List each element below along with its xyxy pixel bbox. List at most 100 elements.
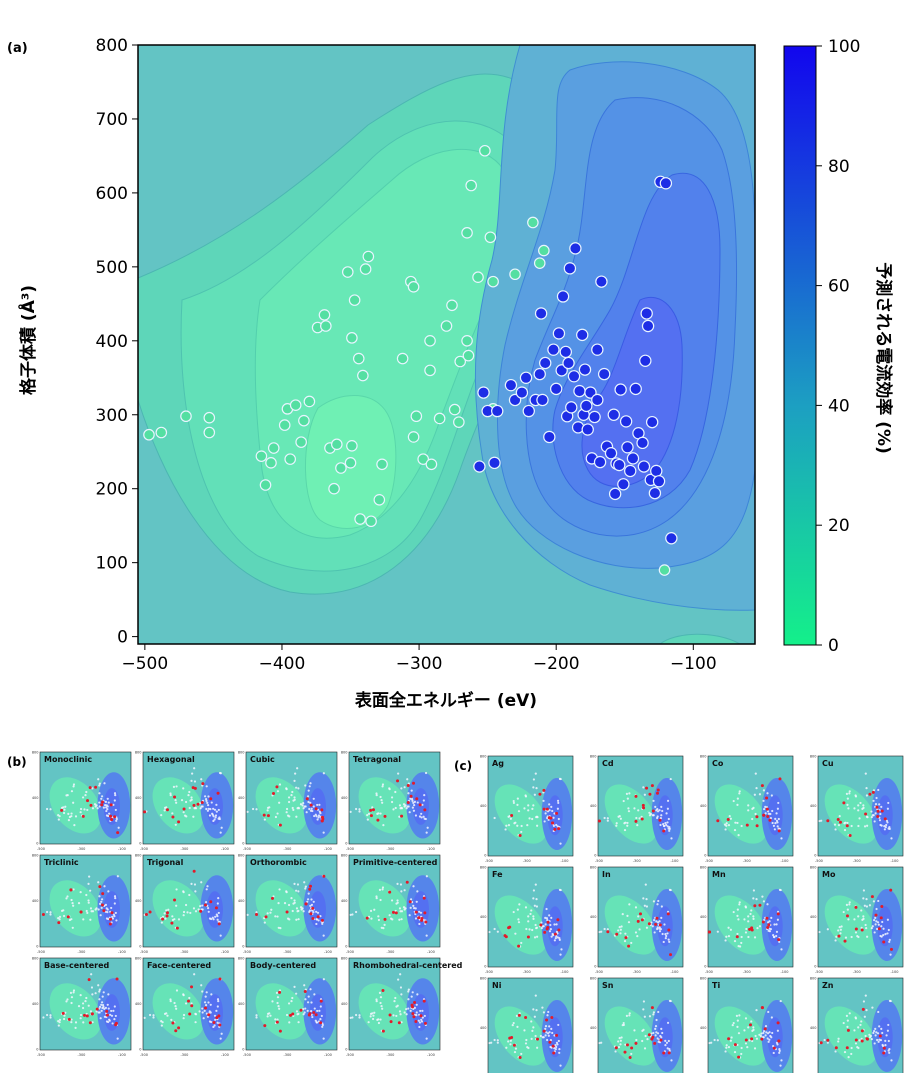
subplot-point xyxy=(398,1010,402,1013)
subplot-point xyxy=(366,814,369,817)
subplot-point xyxy=(107,801,110,804)
subplot-low-region xyxy=(604,1006,658,1066)
subplot-low-region xyxy=(714,895,768,955)
subplot-point xyxy=(87,901,90,904)
subplot-point xyxy=(544,916,547,919)
subplot-point xyxy=(754,1034,757,1038)
subplot-point xyxy=(736,821,739,825)
subplot-point xyxy=(194,807,198,810)
subplot-point xyxy=(163,912,166,915)
subplot-point xyxy=(91,1021,94,1024)
subplot-low-region xyxy=(824,895,878,955)
subplot-point xyxy=(70,996,74,999)
subplot-point xyxy=(379,812,382,815)
subplot-point xyxy=(205,785,208,788)
data-point-low xyxy=(533,257,546,269)
subplot-highlight-point xyxy=(864,812,868,816)
subplot-point xyxy=(303,881,306,884)
subplot-x-tick-label: -500 xyxy=(346,1053,354,1057)
subplot-point xyxy=(288,1021,291,1024)
subplot-point xyxy=(665,812,668,815)
subplot-point xyxy=(740,935,743,939)
subplot-point xyxy=(520,824,523,828)
points-high-group xyxy=(473,175,678,545)
subplot-point xyxy=(398,815,401,818)
subplot-highlight-point xyxy=(865,1037,869,1041)
subplot-point xyxy=(766,921,770,924)
subplot-point xyxy=(747,915,750,918)
subplot-point xyxy=(768,1038,771,1041)
subplot-x-tick-label: -300 xyxy=(386,847,394,851)
y-axis-label: 格子体積 (Å³) xyxy=(16,285,39,395)
subplot-highlight-point xyxy=(262,813,266,817)
subplot-point xyxy=(619,1039,622,1042)
subplot-point xyxy=(557,817,560,821)
subplot-point xyxy=(418,910,421,913)
subplot-point xyxy=(643,904,646,907)
subplot-point xyxy=(628,903,631,906)
subplot-highlight-point xyxy=(100,800,104,804)
subplot-point xyxy=(874,1027,877,1030)
subplot-point xyxy=(310,1001,313,1004)
subplot-point xyxy=(527,1046,530,1050)
subplot-highlight-point xyxy=(662,829,666,833)
subplot-point xyxy=(45,1013,49,1017)
subplot-point xyxy=(875,920,878,923)
subplot-point xyxy=(268,1012,271,1015)
subplot-point xyxy=(210,993,213,996)
subplot-point xyxy=(862,1000,866,1003)
subplot-highlight-point xyxy=(319,999,323,1003)
subplot-point xyxy=(269,911,272,914)
subplot-highlight-point xyxy=(165,914,169,918)
subplot-point xyxy=(874,916,877,919)
subplot-point xyxy=(371,806,374,809)
subplot-point xyxy=(98,895,101,898)
subplot-point xyxy=(213,1014,217,1017)
subplot-point xyxy=(656,1037,659,1040)
subplot-point xyxy=(554,937,557,940)
subplot-point xyxy=(317,816,320,819)
subplot-point xyxy=(285,807,289,811)
subplot-point xyxy=(773,936,776,939)
subplot-point xyxy=(661,1031,664,1035)
subplot-point xyxy=(665,1041,669,1044)
subplot-point xyxy=(290,897,293,900)
subplot-point xyxy=(532,897,535,900)
subplot-frame xyxy=(348,957,441,1051)
subplot-point xyxy=(653,931,656,934)
data-point-high xyxy=(573,384,586,398)
data-point-high xyxy=(624,464,637,478)
subplot-highlight-point xyxy=(203,1006,207,1010)
subplot-point xyxy=(514,1047,518,1050)
subplot-point xyxy=(369,1015,372,1018)
subplot-highlight-point xyxy=(641,803,645,807)
subplot-point xyxy=(413,907,416,910)
subplot-point xyxy=(744,1017,748,1020)
subplot-point xyxy=(173,918,176,921)
subplot-point xyxy=(263,818,266,821)
subplot-point xyxy=(94,992,97,995)
data-point-low xyxy=(396,352,409,365)
subplot-highlight-point xyxy=(405,880,409,884)
subplot-point xyxy=(392,808,395,811)
subplot-point xyxy=(737,834,740,837)
subplot-point xyxy=(658,930,662,933)
subplot-point xyxy=(556,799,560,802)
subplot-y-tick-label: 800 xyxy=(341,751,348,755)
subplot-point xyxy=(553,812,556,815)
subplot-highlight-point xyxy=(640,918,644,922)
subplot-point xyxy=(889,953,892,956)
subplot-point xyxy=(203,1001,207,1004)
subplot-y-tick-label: 400 xyxy=(135,1002,142,1006)
subplot-point xyxy=(752,889,756,892)
subplot-point xyxy=(188,893,191,897)
subplot-point xyxy=(885,823,888,827)
subplot-point xyxy=(354,910,358,914)
data-point-high xyxy=(659,177,673,190)
subplot-point xyxy=(507,824,511,827)
subplot-point xyxy=(302,1013,305,1016)
subplot-point xyxy=(512,1021,515,1025)
subplot-highlight-point xyxy=(634,819,638,823)
subplot-highlight-point xyxy=(263,1024,267,1028)
